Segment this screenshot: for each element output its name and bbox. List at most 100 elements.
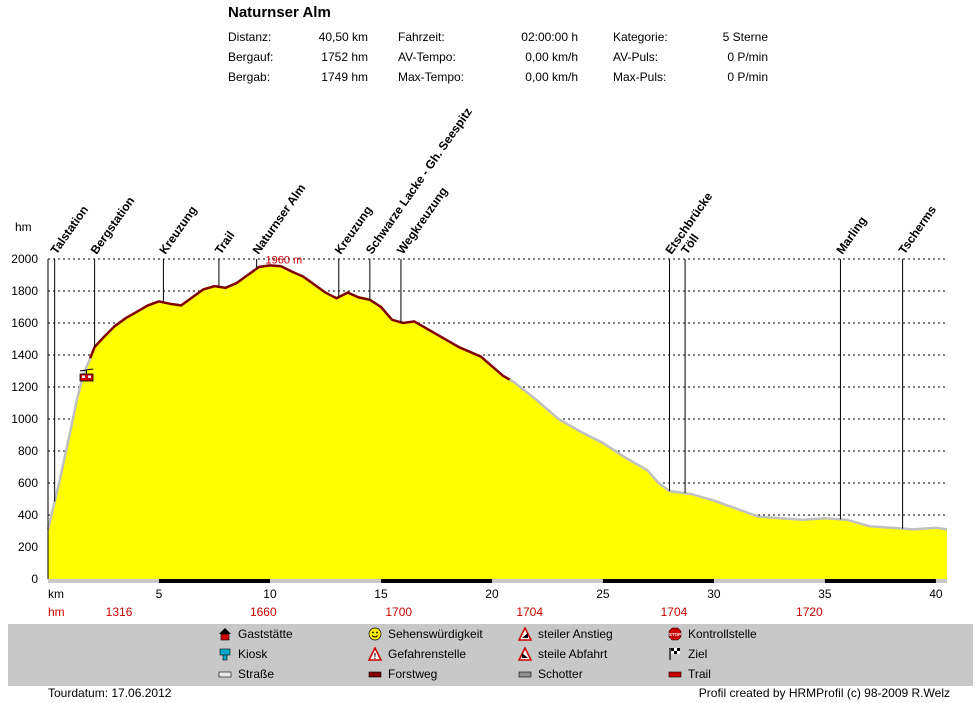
stat-value-bergauf: 1752 hm [321,50,368,64]
tour-date: Tourdatum: 17.06.2012 [48,686,172,700]
strasse-icon [218,671,232,678]
y-tick-label: 1000 [11,412,38,426]
x-tick-label: 5 [156,587,163,601]
stat-value-fahrzeit: 02:00:00 h [521,30,578,44]
cable-car-icon [79,368,94,382]
legend-item: Sehenswürdigkeit [368,627,483,641]
stat-value-av-puls: 0 P/min [727,50,768,64]
y-axis-label: hm [15,220,32,234]
stat-value-bergab: 1749 hm [321,70,368,84]
legend-label: Kontrollstelle [688,627,757,641]
legend-label: Kiosk [238,647,268,661]
legend-label: Trail [688,667,711,681]
legend-item: STOP Kontrollstelle [668,627,757,641]
legend-label: steile Abfahrt [538,647,608,661]
x-tick-label: 25 [596,587,610,601]
y-tick-label: 200 [18,540,38,554]
stat-value-max-puls: 0 P/min [727,70,768,84]
waypoint-label: Naturnser Alm [250,181,309,256]
schotter-icon [518,671,532,678]
hm-value: 1704 [661,605,688,619]
waypoint-label: Kreuzung [156,203,199,256]
hm-value: 1700 [385,605,412,619]
legend-label: steiler Anstieg [538,627,613,641]
legend-item: Gaststätte [218,627,293,641]
profile-line-road [509,378,948,531]
forstweg-icon [368,671,382,678]
waypoint-label: Tscherms [896,203,940,257]
y-tick-label: 600 [18,476,38,490]
legend-label: Forstweg [388,667,438,681]
y-tick-label: 2000 [11,252,38,266]
stat-label-bergauf: Bergauf: [228,50,274,64]
x-tick-label: 20 [485,587,499,601]
sehenswuerdigkeit-icon [368,627,382,641]
surface-bar-segment [602,579,714,583]
stat-value-kategorie: 5 Sterne [722,30,768,44]
surface-bar-segment [824,579,936,583]
elevation-area [48,265,947,579]
legend-item: Schotter [518,667,583,681]
hm-value: 1660 [250,605,277,619]
waypoint-label: Marling [833,214,869,257]
ziel-icon [669,648,680,660]
legend-label: Ziel [688,647,708,661]
stat-label-kategorie: Kategorie: [613,30,668,44]
stat-label-max-tempo: Max-Tempo: [398,70,465,84]
gefahrenstelle-icon: ! [368,647,382,661]
tour-title: Naturnser Alm [228,4,331,21]
legend-label: Sehenswürdigkeit [388,627,483,641]
kiosk-icon [219,648,231,661]
hm-row-label: hm [48,605,65,619]
waypoint-label: Bergstation [88,194,138,257]
profile-line-road [46,357,92,530]
x-tick-label: 40 [929,587,943,601]
x-tick-label: 30 [707,587,721,601]
credit: Profil created by HRMProfil (c) 98-2009 … [698,686,950,700]
legend-item: Forstweg [368,667,437,681]
legend-item: ! Gefahrenstelle [368,647,466,661]
surface-bar-segment [158,579,270,583]
legend-item: Straße [218,667,274,681]
surface-bar [48,579,947,583]
stat-label-av-puls: AV-Puls: [613,50,659,64]
hm-value: 1316 [106,605,133,619]
x-tick-label: 10 [263,587,277,601]
legend-item: Kiosk [218,647,267,661]
legend-label: Gaststätte [238,627,293,641]
profile-line-trail [89,264,511,381]
steiler-anstieg-icon [518,627,532,641]
legend-item: Ziel [668,647,707,661]
x-axis-label: km [48,587,64,601]
stat-label-distanz: Distanz: [228,30,272,44]
steile-abfahrt-icon [518,647,532,661]
surface-bar-segment [380,579,492,583]
legend-label: Schotter [538,667,583,681]
legend-item: steiler Anstieg [518,627,613,641]
legend-panel: Gaststätte Kiosk Straße Sehenswürdigkeit… [8,624,973,686]
stat-value-distanz: 40,50 km [318,30,368,44]
y-tick-label: 0 [31,572,38,586]
y-tick-label: 1800 [11,284,38,298]
legend-label: Straße [238,667,275,681]
legend-item: Trail [668,667,711,681]
summit-label: 1960 m [266,254,303,266]
stat-label-av-tempo: AV-Tempo: [398,50,456,64]
legend-item: steile Abfahrt [518,647,607,661]
stat-label-max-puls: Max-Puls: [613,70,667,84]
stat-value-av-tempo: 0,00 km/h [525,50,578,64]
x-tick-label: 15 [374,587,388,601]
kontrollstelle-icon: STOP [668,627,682,641]
stat-value-max-tempo: 0,00 km/h [525,70,578,84]
hm-value: 1704 [516,605,543,619]
y-tick-label: 1200 [11,380,38,394]
y-tick-label: 1400 [11,348,38,362]
y-tick-label: 1600 [11,316,38,330]
x-tick-label: 35 [818,587,832,601]
y-tick-label: 400 [18,508,38,522]
y-tick-label: 800 [18,444,38,458]
stat-label-fahrzeit: Fahrzeit: [398,30,445,44]
waypoint-label: Trail [212,228,238,256]
svg-text:STOP: STOP [669,632,681,637]
